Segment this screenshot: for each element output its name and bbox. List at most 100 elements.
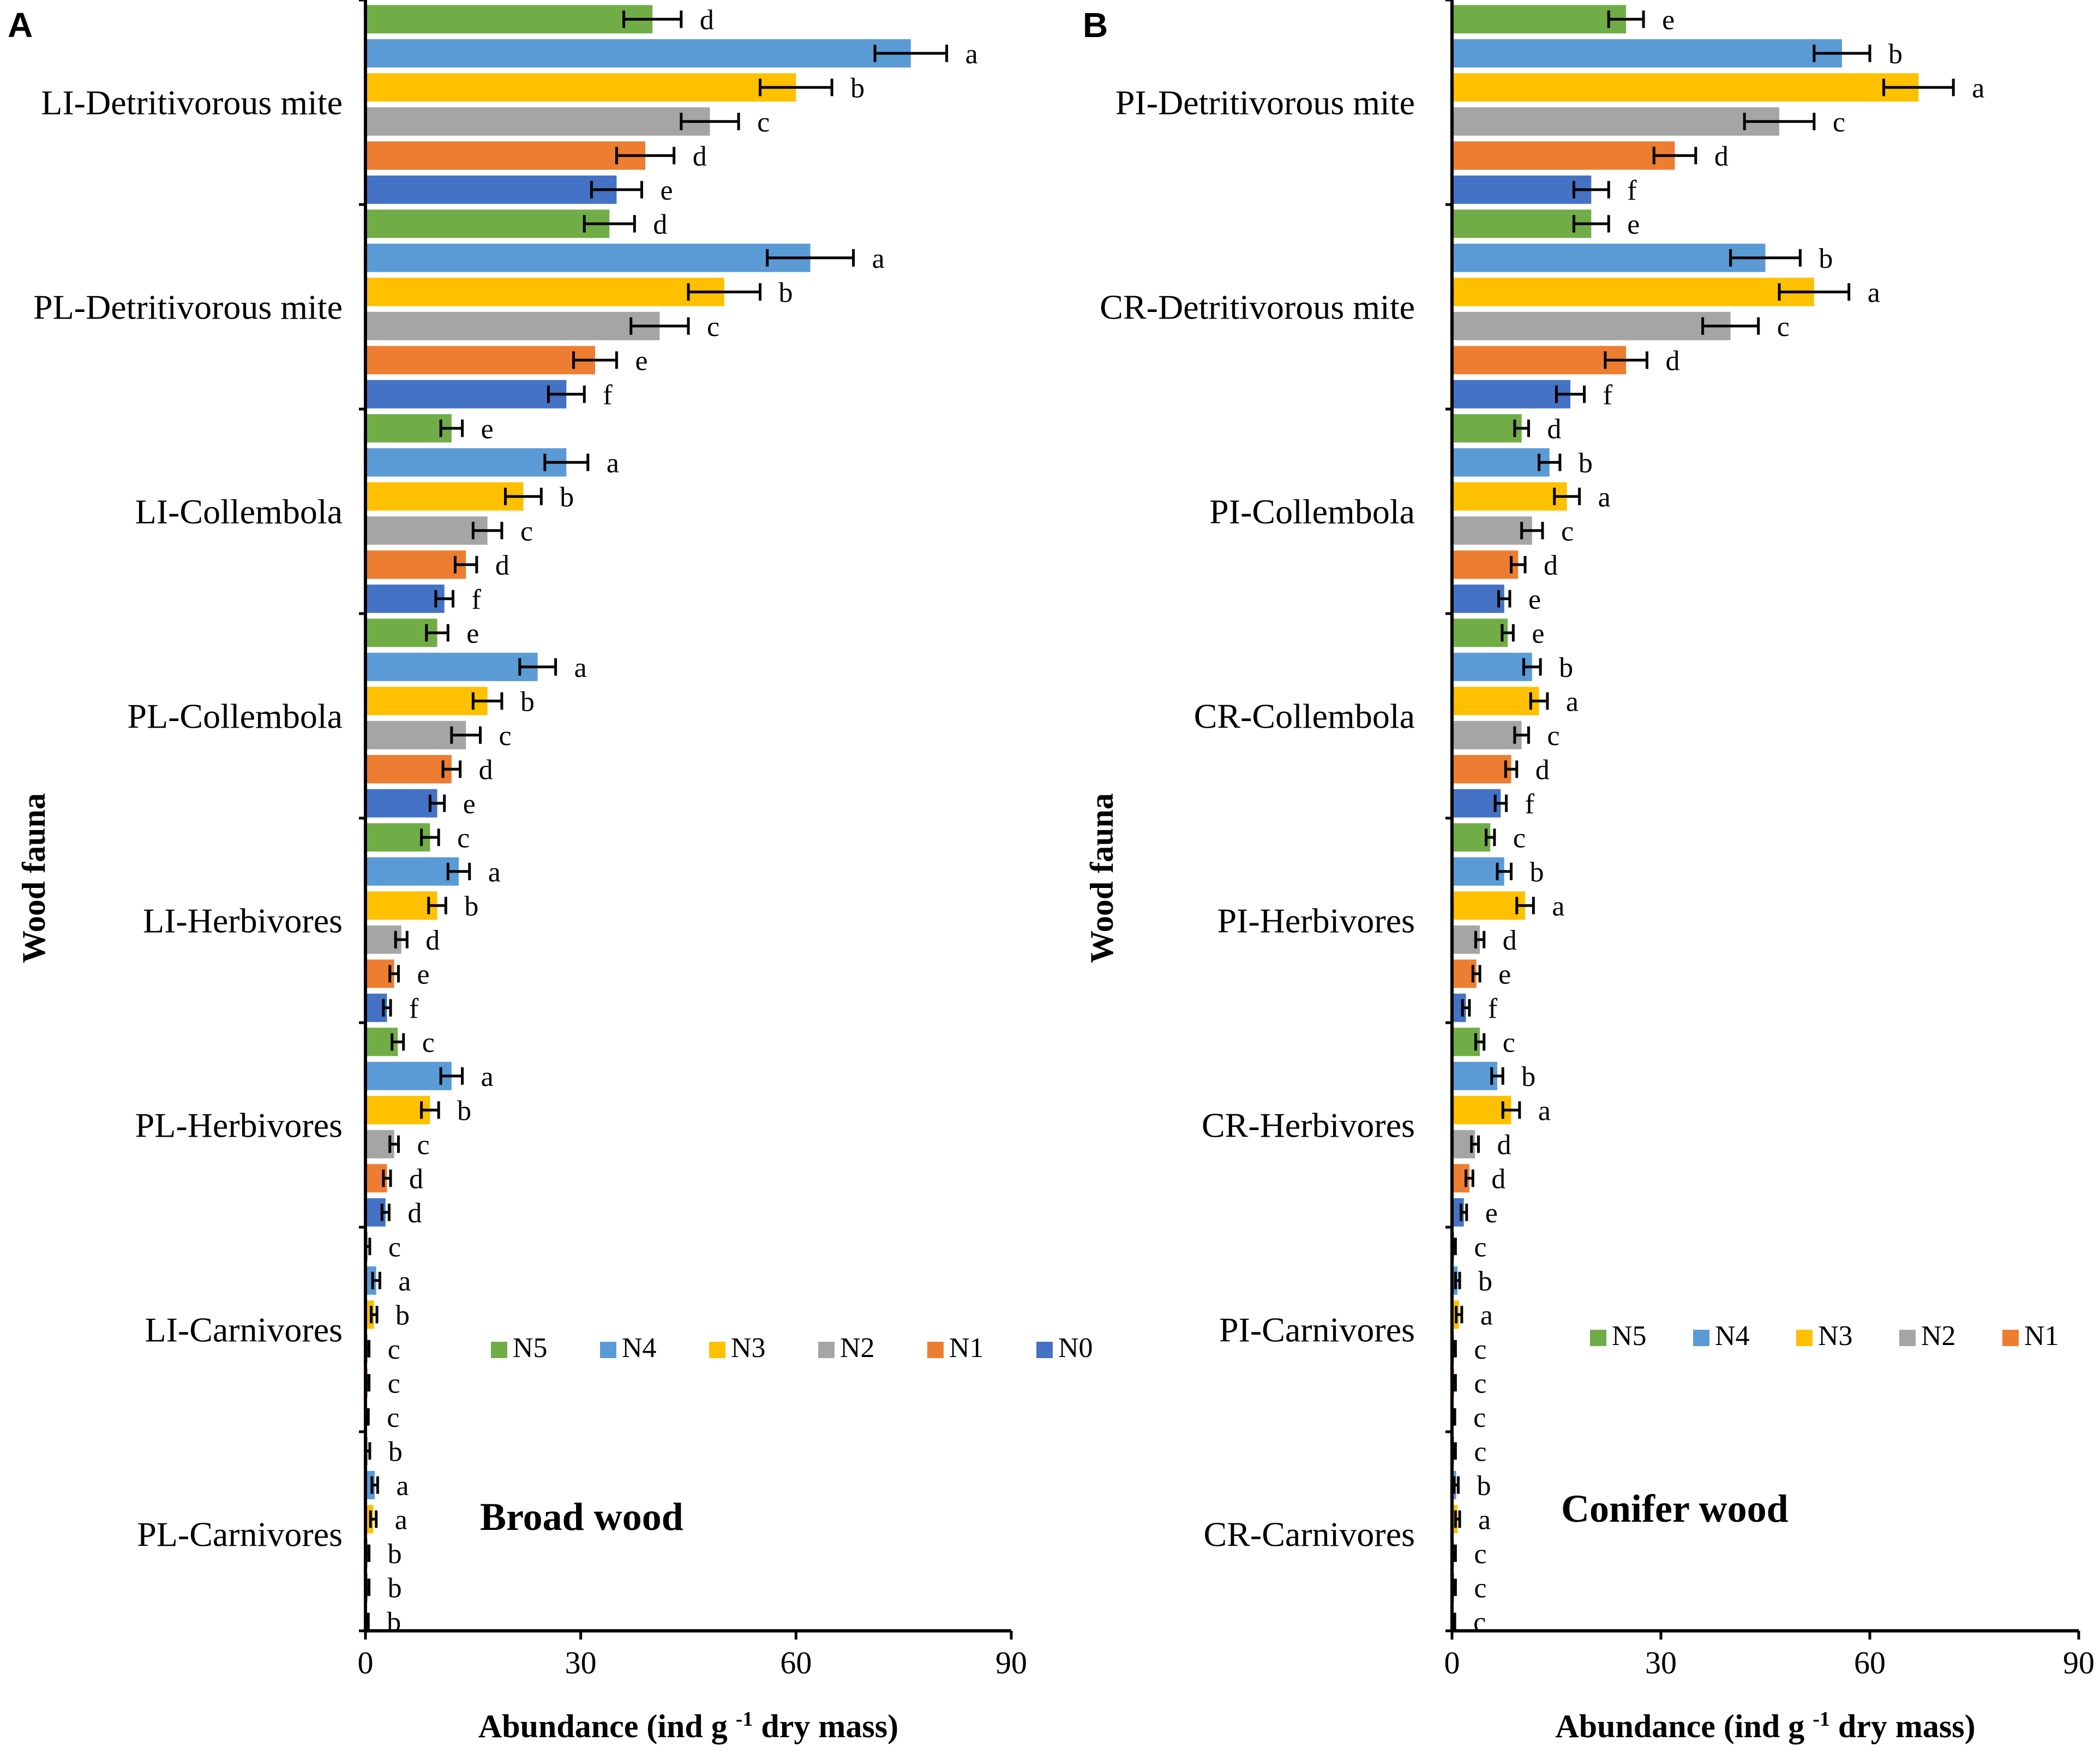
legend-label: N0 [1058,1332,1093,1364]
significance-letter: a [1598,482,1611,513]
bar-n2 [1452,107,1779,136]
bar-n3 [1452,891,1525,920]
significance-letter: c [1503,1027,1515,1058]
significance-letter: c [1474,1368,1486,1399]
bar-n4 [365,1062,452,1090]
bar-n3 [365,482,523,511]
significance-letter: b [1579,448,1593,479]
significance-letter: b [387,1607,401,1638]
category-label: PL-Herbivores [135,1106,343,1145]
significance-letter: b [1477,1470,1491,1502]
significance-letter: a [1480,1300,1493,1331]
bar-n1 [365,755,452,783]
significance-letter: b [464,891,478,922]
significance-letter: f [471,584,481,615]
significance-letter: f [1488,993,1498,1024]
bar-n4 [365,653,538,681]
category-label: PI-Herbivores [1217,902,1415,940]
significance-letter: c [707,311,719,343]
significance-letter: e [1662,4,1675,35]
bar-n5 [1452,414,1522,442]
panel-letter: A [8,5,33,45]
legend-swatch-n3 [709,1342,725,1358]
significance-letter: d [407,1198,422,1229]
bar-n3 [365,278,724,306]
bar-n0 [1452,585,1504,613]
chart-title: Broad wood [480,1495,683,1539]
significance-letter: a [607,448,619,479]
significance-letter: f [603,380,613,411]
x-tick-label: 0 [1444,1645,1460,1680]
bar-n4 [1452,244,1766,272]
bar-n3 [1452,687,1539,715]
significance-letter: b [388,1572,402,1604]
significance-letter: d [700,4,714,35]
category-label: CR-Collembola [1194,697,1415,736]
significance-letter: d [1714,141,1729,172]
significance-letter: c [1833,107,1845,138]
significance-letter: a [965,39,978,70]
significance-letter: c [1473,1402,1486,1433]
significance-letter: a [1868,277,1880,308]
significance-letter: d [1535,754,1550,785]
bar-n5 [365,414,452,442]
bar-n0 [365,585,445,613]
bar-n4 [1452,653,1532,681]
significance-letter: c [520,516,533,547]
bar-n2 [1452,312,1731,340]
significance-letter: c [388,1232,401,1263]
panel-letter: B [1083,5,1108,45]
bar-n1 [1452,550,1518,579]
significance-letter: d [1665,345,1679,376]
significance-letter: f [409,993,419,1024]
significance-letter: a [1552,891,1564,922]
significance-letter: c [1547,721,1559,752]
significance-letter: c [499,721,511,752]
x-tick-label: 90 [2063,1645,2095,1680]
bar-n0 [1452,789,1501,818]
category-label: PL-Collembola [127,697,343,736]
legend-label: N4 [622,1332,657,1364]
x-tick-label: 0 [358,1645,374,1680]
significance-letter: a [1538,1095,1551,1126]
significance-letter: c [1474,1436,1486,1467]
significance-letter: a [1478,1504,1491,1535]
bar-n3 [1452,278,1814,306]
bar-n2 [1452,517,1532,545]
legend-swatch-n1 [927,1342,944,1358]
x-tick-label: 30 [1645,1645,1677,1680]
significance-letter: e [660,175,673,206]
significance-letter: d [653,209,667,240]
significance-letter: a [488,857,501,888]
legend-swatch-n4 [600,1342,616,1358]
significance-letter: a [396,1470,409,1502]
bar-n4 [365,39,911,68]
significance-letter: d [693,141,707,172]
bar-n3 [1452,73,1918,101]
bar-n4 [365,857,459,886]
legend-swatch-n0 [1036,1342,1053,1358]
significance-letter: e [1532,618,1544,649]
significance-letter: d [479,754,493,785]
significance-letter: c [757,107,770,138]
legend-label: N3 [731,1332,766,1364]
bar-n4 [1452,448,1550,477]
bar-n2 [365,107,710,136]
bar-n0 [365,176,616,204]
significance-letter: b [520,686,535,717]
significance-letter: e [1528,584,1541,615]
bar-n5 [1452,209,1591,238]
significance-letter: d [1491,1163,1505,1194]
significance-letter: c [1561,516,1574,547]
bar-n5 [1452,619,1508,647]
legend-swatch-n5 [491,1342,507,1358]
significance-letter: b [388,1539,402,1570]
significance-letter: d [1497,1130,1511,1161]
legend-swatch-n3 [1796,1330,1813,1346]
significance-letter: e [417,959,430,990]
bar-n5 [1452,823,1490,851]
bar-n1 [365,550,466,579]
legend-label: N2 [840,1332,875,1364]
significance-letter: a [395,1504,407,1535]
